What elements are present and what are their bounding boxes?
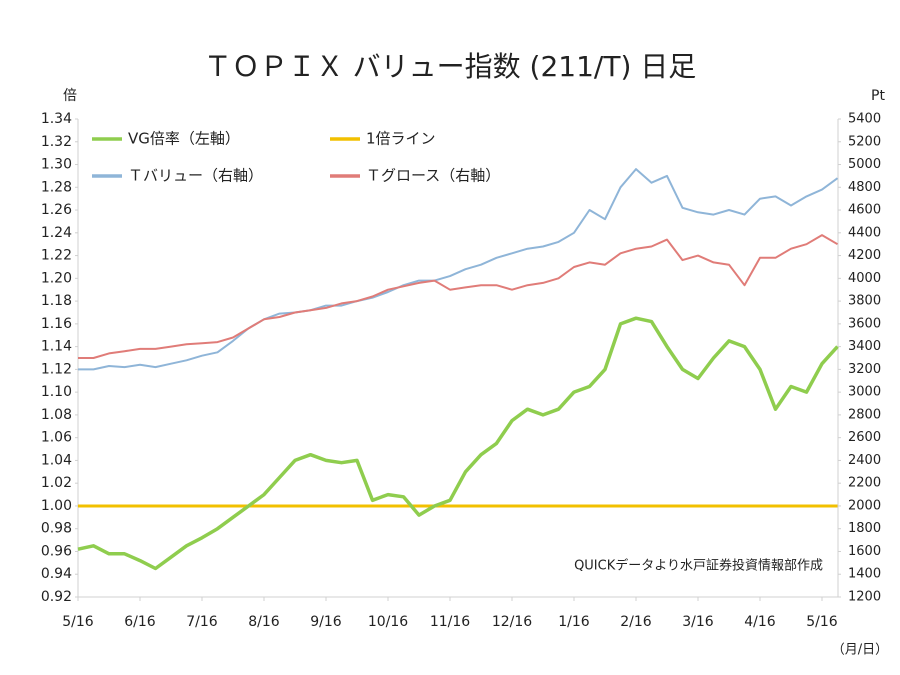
y-tick-label: 1.02 (41, 475, 72, 491)
y2-axis-label: Pt (871, 88, 885, 104)
y2-tick-label: 3000 (848, 385, 881, 400)
y-tick-label: 0.96 (41, 543, 72, 559)
y2-tick-label: 5400 (848, 112, 881, 127)
chart-title: ＴＯＰＩＸ バリュー指数 (211/T) 日足 (204, 50, 697, 83)
y-tick-label: 0.92 (41, 589, 72, 605)
y-tick-label: 1.32 (41, 134, 72, 150)
x-tick-label: 6/16 (124, 614, 156, 630)
y2-tick-label: 3600 (848, 316, 881, 331)
y-tick-label: 1.28 (41, 179, 72, 195)
y2-tick-label: 1400 (848, 567, 881, 582)
series-line (77, 316, 839, 571)
y2-tick-label: 1800 (848, 521, 881, 536)
y2-tick-label: 2400 (848, 453, 881, 468)
y-tick-label: 1.26 (41, 202, 72, 218)
y-tick-label: 1.22 (41, 248, 72, 264)
x-tick-label: 12/16 (492, 614, 532, 630)
y-tick-label: 1.14 (41, 339, 72, 355)
y-tick-label: 1.04 (41, 452, 72, 468)
y-tick-label: 1.06 (41, 430, 72, 446)
y-tick-label: 1.34 (41, 111, 72, 127)
y-tick-label: 1.08 (41, 407, 72, 423)
y2-tick-label: 2800 (848, 407, 881, 422)
y2-tick-label: 4200 (848, 248, 881, 263)
legend-label: 1倍ライン (366, 130, 436, 148)
x-axis-label: （月/日） (832, 643, 888, 658)
x-tick-label: 4/16 (744, 614, 776, 630)
legend-label: VG倍率（左軸） (128, 130, 240, 148)
y-tick-label: 1.16 (41, 316, 72, 332)
y2-tick-label: 3800 (848, 294, 881, 309)
x-tick-label: 8/16 (248, 614, 280, 630)
y2-tick-label: 2600 (848, 430, 881, 445)
legend-label: Ｔバリュー（右軸） (128, 167, 263, 185)
x-tick-label: 7/16 (186, 614, 218, 630)
x-tick-label: 11/16 (430, 614, 470, 630)
y2-tick-label: 2000 (848, 498, 881, 513)
y-tick-label: 1.10 (41, 384, 72, 400)
y2-tick-label: 2200 (848, 476, 881, 491)
y2-tick-label: 5200 (848, 134, 881, 149)
x-tick-label: 5/16 (806, 614, 838, 630)
y-axis-label: 倍 (63, 88, 77, 104)
x-tick-label: 10/16 (368, 614, 408, 630)
x-tick-label: 2/16 (620, 614, 652, 630)
legend: VG倍率（左軸） 1倍ライン Ｔバリュー（右軸） Ｔグロース（右軸） (92, 130, 500, 185)
y2-tick-label: 4600 (848, 203, 881, 218)
y-tick-label: 1.20 (41, 270, 72, 286)
x-tick-label: 1/16 (558, 614, 590, 630)
x-tick-label: 3/16 (682, 614, 714, 630)
y-tick-label: 1.24 (41, 225, 72, 241)
annotation: QUICKデータより水戸証券投資情報部作成 (574, 558, 823, 574)
y-tick-label: 1.12 (41, 361, 72, 377)
x-tick-label: 9/16 (310, 614, 342, 630)
y-tick-label: 1.18 (41, 293, 72, 309)
y2-tick-label: 3400 (848, 339, 881, 354)
y2-tick-label: 5000 (848, 157, 881, 172)
x-tick-label: 5/16 (62, 614, 94, 630)
legend-label: Ｔグロース（右軸） (366, 167, 500, 185)
series-line (78, 168, 839, 371)
series-line (78, 234, 839, 359)
y-tick-label: 1.30 (41, 157, 72, 173)
y-tick-label: 1.00 (41, 498, 72, 514)
y2-tick-label: 4800 (848, 180, 881, 195)
y2-tick-label: 4000 (848, 271, 881, 286)
y2-tick-label: 1200 (848, 590, 881, 605)
y2-tick-label: 3200 (848, 362, 881, 377)
y2-tick-label: 1600 (848, 544, 881, 559)
y-tick-label: 0.98 (41, 521, 72, 537)
y2-tick-label: 4400 (848, 225, 881, 240)
y-tick-label: 0.94 (41, 566, 72, 582)
